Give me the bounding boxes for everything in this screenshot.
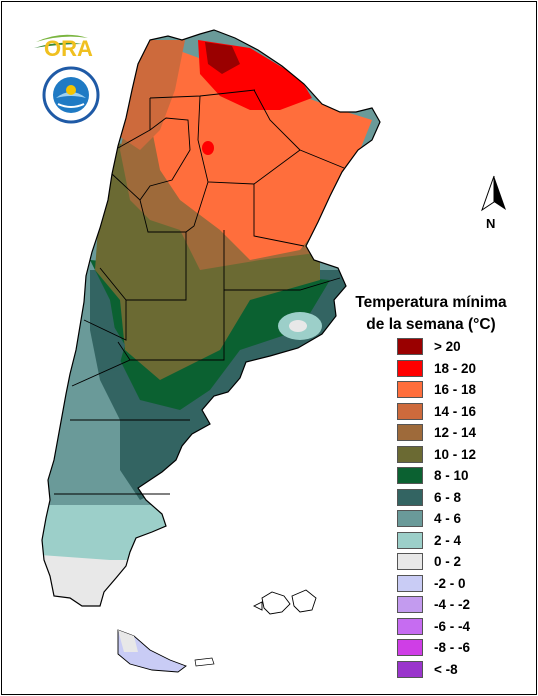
legend-item-label: -2 - 0 bbox=[434, 575, 466, 591]
legend-title: Temperatura mínima de la semana (°C) bbox=[336, 292, 526, 336]
legend-swatch bbox=[397, 660, 423, 678]
legend-item-label: 6 - 8 bbox=[434, 489, 462, 505]
legend-swatch bbox=[397, 402, 423, 420]
legend-item: 18 - 20 bbox=[397, 358, 476, 380]
legend-item-label: -4 - -2 bbox=[434, 597, 471, 613]
legend-swatch bbox=[397, 617, 423, 635]
legend-swatch bbox=[397, 424, 423, 442]
legend-item-label: < -8 bbox=[434, 661, 458, 677]
legend-item: -6 - -4 bbox=[397, 616, 476, 638]
legend-swatch bbox=[397, 531, 423, 549]
legend-item: 2 - 4 bbox=[397, 530, 476, 552]
legend-swatch bbox=[397, 553, 423, 571]
legend-item-label: 8 - 10 bbox=[434, 468, 469, 484]
north-label: N bbox=[486, 216, 496, 231]
legend-swatch bbox=[397, 338, 423, 356]
legend-swatch bbox=[397, 596, 423, 614]
legend-item-label: 16 - 18 bbox=[434, 382, 477, 398]
legend-item: 14 - 16 bbox=[397, 401, 476, 423]
north-arrow-icon bbox=[481, 175, 506, 212]
legend-swatch bbox=[397, 488, 423, 506]
legend-item-label: -8 - -6 bbox=[434, 640, 471, 656]
malvinas-islands bbox=[252, 589, 317, 615]
legend-item-label: 12 - 14 bbox=[434, 425, 477, 441]
legend-item: -4 - -2 bbox=[397, 594, 476, 616]
legend-item-label: 2 - 4 bbox=[434, 532, 462, 548]
legend-item: -8 - -6 bbox=[397, 637, 476, 659]
legend-item-label: > 20 bbox=[434, 339, 461, 355]
legend-item: 12 - 14 bbox=[397, 422, 476, 444]
legend-item-label: -6 - -4 bbox=[434, 618, 471, 634]
province-borders bbox=[41, 29, 381, 607]
legend-item-label: 0 - 2 bbox=[434, 554, 462, 570]
tierra-del-fuego bbox=[117, 629, 215, 673]
legend-swatch bbox=[397, 510, 423, 528]
legend-item-label: 14 - 16 bbox=[434, 403, 477, 419]
legend-item: 16 - 18 bbox=[397, 379, 476, 401]
legend-swatch bbox=[397, 359, 423, 377]
legend-item: 0 - 2 bbox=[397, 551, 476, 573]
ora-logo-text: ORA bbox=[44, 36, 93, 60]
legend-swatch bbox=[397, 574, 423, 592]
legend-swatch bbox=[397, 639, 423, 657]
legend-swatch bbox=[397, 381, 423, 399]
legend-item: > 20 bbox=[397, 336, 476, 358]
legend-item: 8 - 10 bbox=[397, 465, 476, 487]
legend-item: 10 - 12 bbox=[397, 444, 476, 466]
legend: > 20 18 - 20 16 - 18 14 - 16 12 - 14 10 - 12 8… bbox=[397, 336, 476, 680]
legend-item: 4 - 6 bbox=[397, 508, 476, 530]
ora-logo: ORA bbox=[34, 34, 93, 60]
legend-item: -2 - 0 bbox=[397, 573, 476, 595]
legend-item-label: 18 - 20 bbox=[434, 360, 477, 376]
legend-item-label: 10 - 12 bbox=[434, 446, 477, 462]
smn-seal-logo bbox=[42, 66, 100, 124]
legend-swatch bbox=[397, 467, 423, 485]
legend-item-label: 4 - 6 bbox=[434, 511, 462, 527]
legend-title-line2: de la semana (°C) bbox=[366, 316, 496, 333]
legend-item: 6 - 8 bbox=[397, 487, 476, 509]
legend-title-line1: Temperatura mínima bbox=[355, 294, 507, 311]
legend-item: < -8 bbox=[397, 659, 476, 681]
legend-swatch bbox=[397, 445, 423, 463]
